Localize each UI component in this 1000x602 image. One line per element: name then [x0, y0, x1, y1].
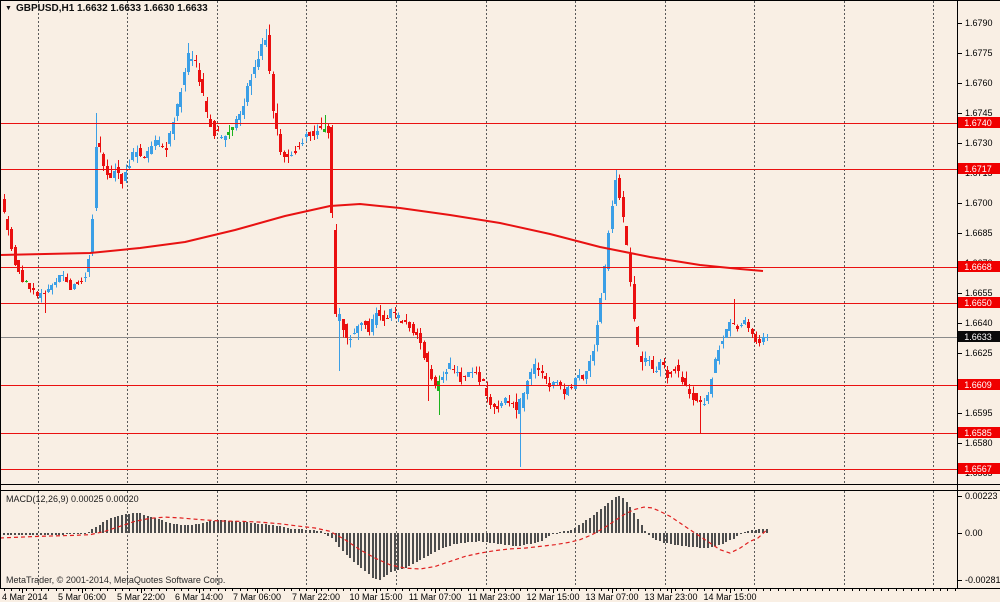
- svg-text:7 Mar 22:00: 7 Mar 22:00: [292, 592, 340, 602]
- pane-borders: [0, 0, 1000, 589]
- svg-text:12 Mar 15:00: 12 Mar 15:00: [526, 592, 579, 602]
- svg-text:1.6668: 1.6668: [964, 262, 992, 272]
- svg-text:11 Mar 07:00: 11 Mar 07:00: [409, 592, 461, 602]
- svg-text:1.6625: 1.6625: [965, 348, 993, 358]
- svg-text:1.6567: 1.6567: [964, 464, 992, 474]
- symbol-dropdown-icon[interactable]: ▼: [5, 5, 12, 12]
- copyright-text: MetaTrader, © 2001-2014, MetaQuotes Soft…: [6, 575, 226, 585]
- svg-text:-0.00281: -0.00281: [965, 575, 1000, 585]
- svg-text:13 Mar 07:00: 13 Mar 07:00: [585, 592, 638, 602]
- svg-text:14 Mar 15:00: 14 Mar 15:00: [703, 592, 756, 602]
- svg-text:7 Mar 06:00: 7 Mar 06:00: [233, 592, 281, 602]
- svg-text:0.00223: 0.00223: [965, 491, 998, 501]
- price-level-lines: [1, 123, 957, 470]
- svg-text:0.00: 0.00: [965, 528, 983, 538]
- svg-text:1.6740: 1.6740: [964, 118, 992, 128]
- svg-text:1.6760: 1.6760: [965, 78, 993, 88]
- price-level-badge: [958, 261, 1000, 272]
- price-level-badge: [958, 463, 1000, 474]
- svg-text:11 Mar 23:00: 11 Mar 23:00: [468, 592, 520, 602]
- svg-text:6 Mar 14:00: 6 Mar 14:00: [175, 592, 223, 602]
- svg-text:1.6775: 1.6775: [965, 48, 993, 58]
- svg-text:4 Mar 2014: 4 Mar 2014: [2, 592, 48, 602]
- chart-title-bar: ▼ GBPUSD,H1 1.6632 1.6633 1.6630 1.6633: [5, 3, 208, 14]
- svg-text:1.6655: 1.6655: [965, 288, 993, 298]
- price-level-badges: 1.67401.67171.66681.66501.66091.65851.65…: [958, 117, 1000, 474]
- svg-text:1.6580: 1.6580: [965, 438, 993, 448]
- svg-text:1.6609: 1.6609: [964, 380, 992, 390]
- svg-text:1.6717: 1.6717: [964, 164, 992, 174]
- svg-text:1.6595: 1.6595: [965, 408, 993, 418]
- svg-text:5 Mar 06:00: 5 Mar 06:00: [58, 592, 106, 602]
- svg-text:5 Mar 22:00: 5 Mar 22:00: [117, 592, 165, 602]
- time-axis: 4 Mar 2014 5 Mar 06:00 5 Mar 22:00 6 Mar 14…: [2, 589, 956, 602]
- svg-text:1.6700: 1.6700: [965, 198, 993, 208]
- svg-text:1.6633: 1.6633: [964, 332, 992, 342]
- svg-text:1.6730: 1.6730: [965, 138, 993, 148]
- svg-text:1.6685: 1.6685: [965, 228, 993, 238]
- macd-pane: 0.00223 0.00 -0.00281: [0, 491, 1000, 585]
- svg-text:1.6640: 1.6640: [965, 318, 993, 328]
- macd-indicator-label: MACD(12,26,9) 0.00025 0.00020: [6, 494, 139, 504]
- svg-text:10 Mar 15:00: 10 Mar 15:00: [349, 592, 402, 602]
- svg-text:13 Mar 23:00: 13 Mar 23:00: [644, 592, 697, 602]
- grid-lines: [38, 1, 934, 586]
- price-level-badge: [958, 117, 1000, 128]
- svg-text:1.6585: 1.6585: [964, 428, 992, 438]
- current-price-badge: 1.6633: [958, 331, 1000, 342]
- symbol-quote-text: GBPUSD,H1 1.6632 1.6633 1.6630 1.6633: [15, 3, 208, 14]
- svg-text:1.6790: 1.6790: [965, 18, 993, 28]
- moving-average-line: [0, 203, 764, 272]
- price-level-badge: [958, 379, 1000, 390]
- price-level-badge: [958, 163, 1000, 174]
- svg-text:1.6745: 1.6745: [965, 108, 993, 118]
- price-level-badge: [958, 427, 1000, 438]
- candles-layer: [3, 24, 768, 467]
- svg-text:1.6650: 1.6650: [964, 298, 992, 308]
- price-level-badge: [958, 297, 1000, 308]
